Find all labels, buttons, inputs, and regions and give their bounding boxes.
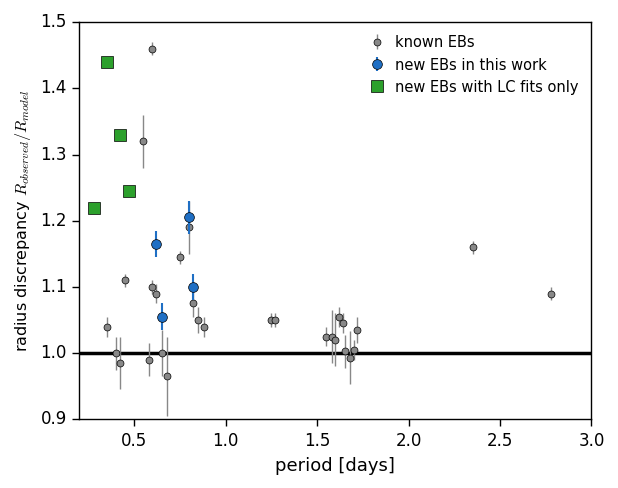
X-axis label: period [days]: period [days] <box>276 457 396 475</box>
new EBs with LC fits only <box>90 204 98 210</box>
new EBs with LC fits only <box>103 59 111 65</box>
Y-axis label: radius discrepancy $R_{observed}/R_{model}$: radius discrepancy $R_{observed}/R_{mode… <box>14 89 33 352</box>
Line: new EBs with LC fits only: new EBs with LC fits only <box>88 57 134 213</box>
new EBs with LC fits only <box>116 132 123 138</box>
Legend: known EBs, new EBs in this work, new EBs with LC fits only: known EBs, new EBs in this work, new EBs… <box>360 30 584 101</box>
new EBs with LC fits only <box>125 188 132 194</box>
